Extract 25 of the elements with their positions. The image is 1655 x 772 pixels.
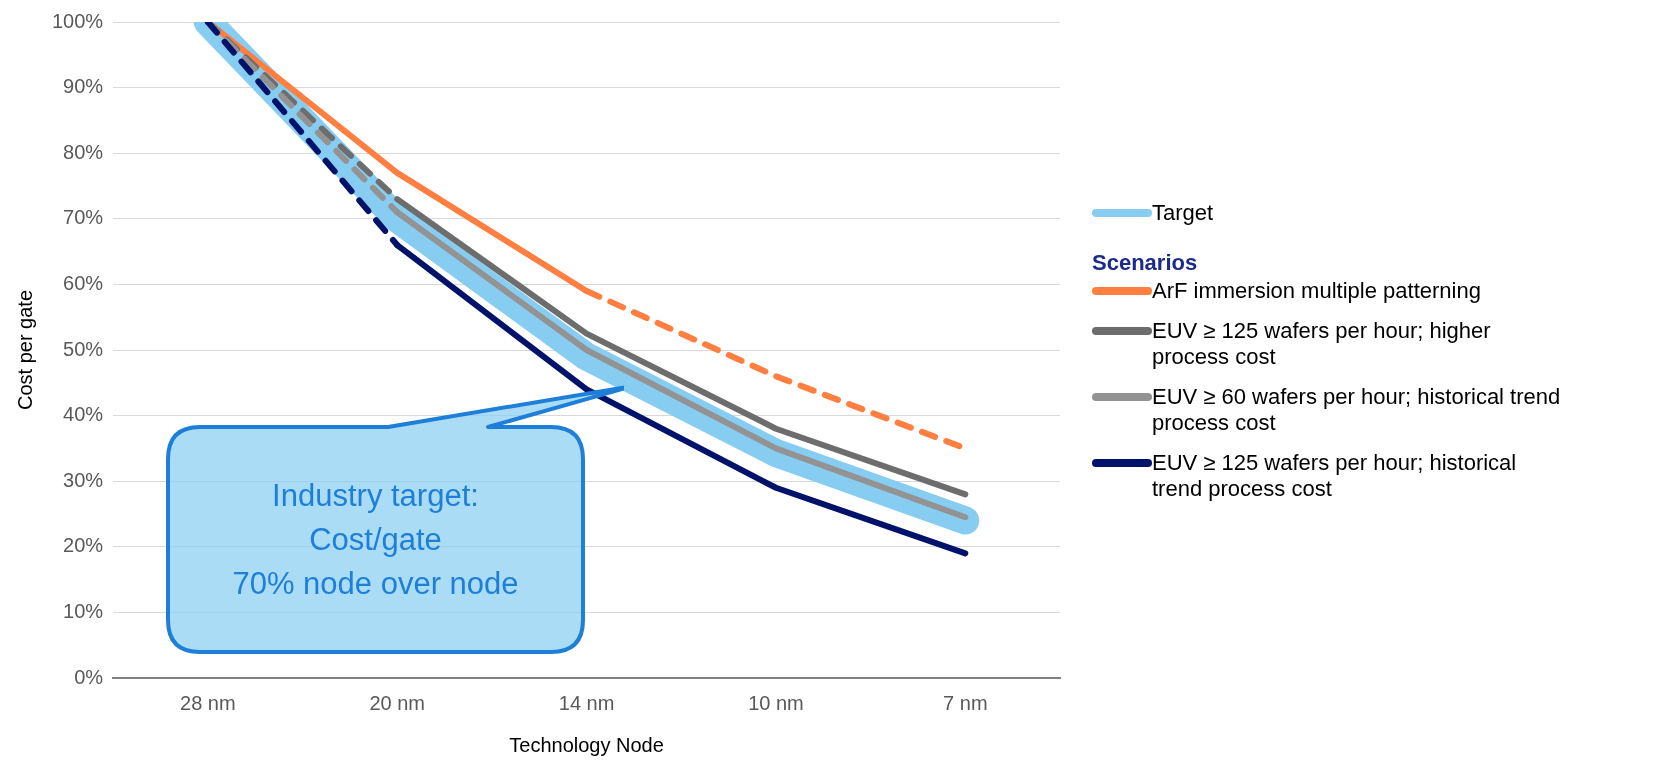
legend-label: ArF immersion multiple patterning	[1152, 278, 1481, 304]
y-tick-label: 70%	[63, 206, 104, 229]
y-tick-label: 20%	[63, 534, 104, 557]
x-tick-label: 20 nm	[369, 691, 425, 714]
x-axis-title: Technology Node	[509, 733, 664, 756]
y-tick-label: 30%	[63, 468, 104, 491]
x-tick-label: 10 nm	[748, 691, 804, 714]
legend-label: Target	[1152, 200, 1214, 226]
x-tick-label: 7 nm	[943, 691, 988, 714]
y-axis-title: Cost per gate	[13, 289, 36, 411]
legend-label: EUV ≥ 125 wafers per hour; historical trend process cost	[1152, 450, 1518, 502]
x-tick-label: 28 nm	[180, 691, 236, 714]
y-tick-label: 50%	[63, 337, 104, 360]
y-tick-label: 0%	[74, 665, 104, 688]
y-tick-label: 10%	[63, 599, 104, 622]
y-tick-label: 90%	[63, 75, 104, 98]
annotation: Industry target: Cost/gate 70% node over node	[231, 476, 520, 603]
y-tick-label: 100%	[52, 9, 104, 32]
y-tick-label: 40%	[63, 403, 104, 426]
x-tick-label: 14 nm	[558, 691, 615, 714]
legend-label: EUV ≥ 60 wafers per hour; historical trend process cost	[1152, 384, 1562, 436]
legend-label: EUV ≥ 125 wafers per hour; higher process cost	[1152, 318, 1492, 370]
y-tick-label: 60%	[63, 271, 104, 294]
y-tick-label: 80%	[63, 140, 104, 163]
legend-title: Scenarios	[1092, 250, 1199, 276]
